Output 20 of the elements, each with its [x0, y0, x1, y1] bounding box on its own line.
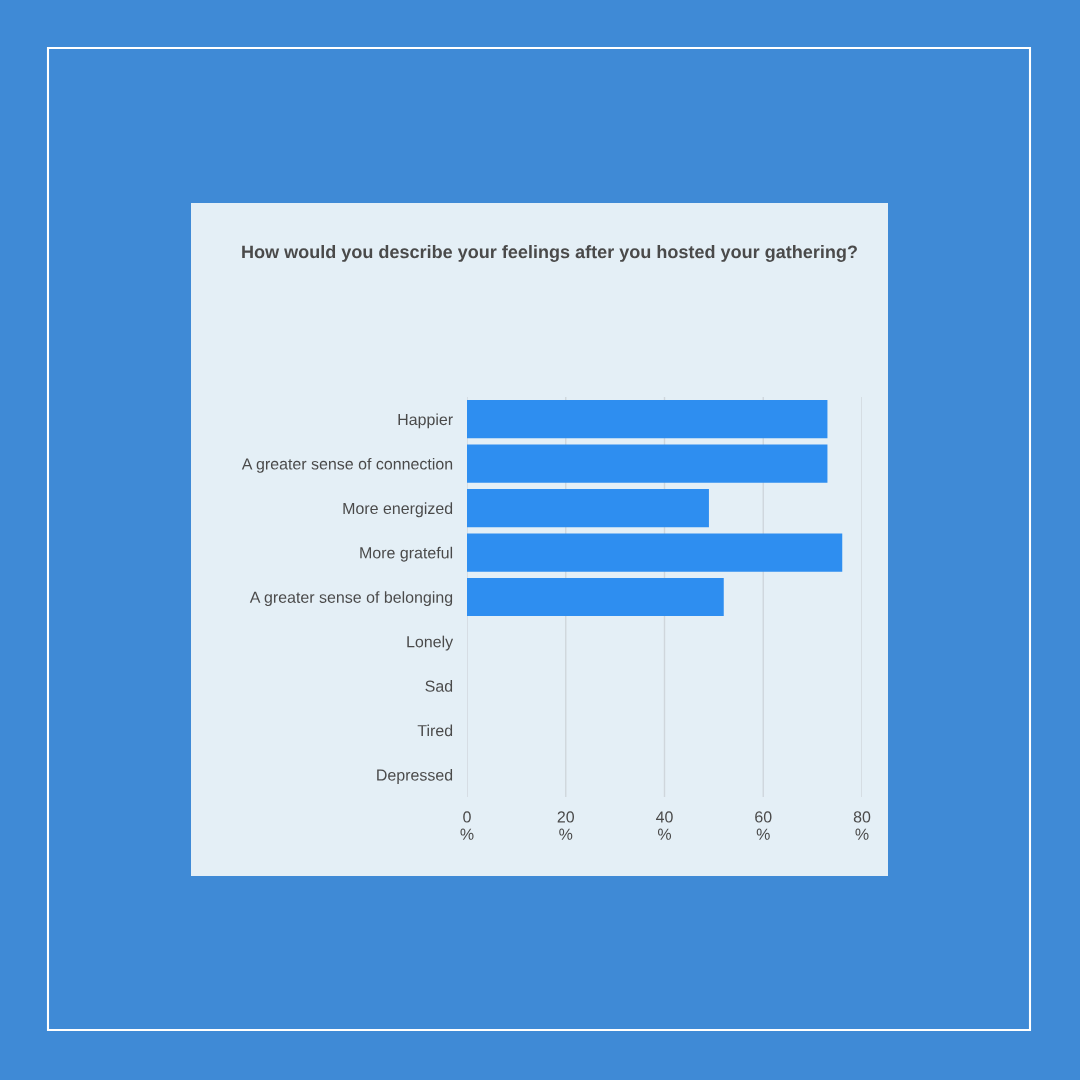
x-tick-label: 40 %: [655, 811, 673, 840]
bar: [467, 533, 843, 572]
x-tick-label: 0 %: [460, 811, 474, 840]
y-tick-label: Depressed: [377, 768, 453, 784]
bar: [467, 444, 828, 483]
x-tick-label: 80 %: [853, 811, 871, 840]
x-tick-label: 60 %: [755, 811, 772, 840]
y-tick-label: More grateful: [360, 546, 453, 562]
y-tick-label: Happier: [398, 413, 453, 429]
chart-title: How would you describe your feelings after you hosted your gathering?: [242, 245, 857, 262]
y-tick-label: A greater sense of connection: [241, 457, 453, 473]
bar: [467, 489, 709, 528]
y-tick-label: A greater sense of belonging: [249, 591, 453, 607]
y-tick-label: Tired: [417, 724, 453, 737]
bar: [467, 400, 828, 439]
bar: [467, 577, 724, 617]
y-tick-label: Sad: [425, 680, 453, 692]
x-tick-label: 20 %: [557, 811, 575, 840]
y-tick-label: Lonely: [407, 635, 454, 651]
y-tick-label: More energized: [343, 502, 453, 518]
